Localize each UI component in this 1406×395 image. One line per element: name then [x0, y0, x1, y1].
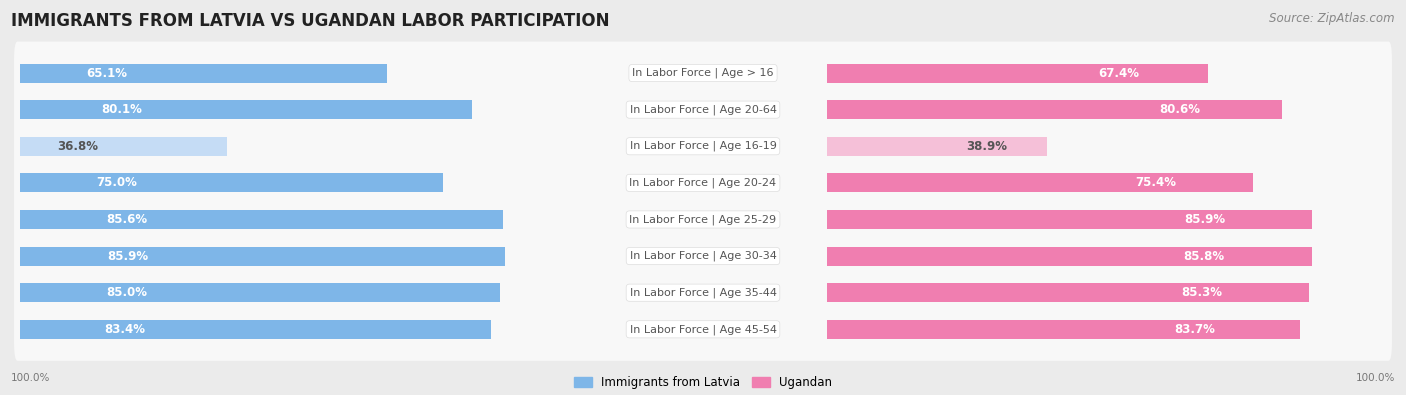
Text: 85.9%: 85.9%	[107, 250, 148, 263]
FancyBboxPatch shape	[14, 78, 1392, 141]
Text: In Labor Force | Age 20-24: In Labor Force | Age 20-24	[630, 178, 776, 188]
FancyBboxPatch shape	[14, 298, 1392, 361]
Text: 75.0%: 75.0%	[96, 176, 136, 189]
Legend: Immigrants from Latvia, Ugandan: Immigrants from Latvia, Ugandan	[574, 376, 832, 389]
FancyBboxPatch shape	[14, 188, 1392, 251]
Text: 85.8%: 85.8%	[1184, 250, 1225, 263]
Text: 67.4%: 67.4%	[1098, 66, 1139, 79]
FancyBboxPatch shape	[14, 261, 1392, 324]
Text: In Labor Force | Age 30-34: In Labor Force | Age 30-34	[630, 251, 776, 261]
FancyBboxPatch shape	[14, 151, 1392, 214]
Text: IMMIGRANTS FROM LATVIA VS UGANDAN LABOR PARTICIPATION: IMMIGRANTS FROM LATVIA VS UGANDAN LABOR …	[11, 12, 610, 30]
Text: 85.0%: 85.0%	[105, 286, 148, 299]
Bar	[20, 320, 491, 339]
Text: 100.0%: 100.0%	[1355, 373, 1395, 383]
Bar	[20, 100, 472, 119]
FancyBboxPatch shape	[14, 41, 1392, 105]
FancyBboxPatch shape	[14, 115, 1392, 178]
Bar	[827, 64, 1208, 83]
Text: In Labor Force | Age > 16: In Labor Force | Age > 16	[633, 68, 773, 78]
Bar	[20, 283, 499, 302]
Bar	[20, 246, 505, 265]
Text: 83.4%: 83.4%	[104, 323, 145, 336]
Bar	[20, 210, 503, 229]
Text: In Labor Force | Age 45-54: In Labor Force | Age 45-54	[630, 324, 776, 335]
Text: In Labor Force | Age 35-44: In Labor Force | Age 35-44	[630, 288, 776, 298]
Bar	[827, 283, 1309, 302]
Bar	[827, 100, 1282, 119]
Text: In Labor Force | Age 16-19: In Labor Force | Age 16-19	[630, 141, 776, 152]
Text: Source: ZipAtlas.com: Source: ZipAtlas.com	[1270, 12, 1395, 25]
Text: In Labor Force | Age 25-29: In Labor Force | Age 25-29	[630, 214, 776, 225]
Text: 36.8%: 36.8%	[58, 140, 98, 153]
Bar	[827, 246, 1312, 265]
Text: In Labor Force | Age 20-64: In Labor Force | Age 20-64	[630, 104, 776, 115]
Text: 38.9%: 38.9%	[966, 140, 1007, 153]
Bar	[827, 173, 1253, 192]
Text: 80.1%: 80.1%	[101, 103, 142, 116]
Text: 65.1%: 65.1%	[86, 66, 127, 79]
Text: 75.4%: 75.4%	[1135, 176, 1177, 189]
Bar	[827, 320, 1301, 339]
Text: 80.6%: 80.6%	[1160, 103, 1201, 116]
Text: 100.0%: 100.0%	[11, 373, 51, 383]
Bar	[20, 64, 387, 83]
Bar	[20, 137, 228, 156]
Text: 85.3%: 85.3%	[1181, 286, 1222, 299]
Text: 85.9%: 85.9%	[1184, 213, 1225, 226]
Text: 85.6%: 85.6%	[107, 213, 148, 226]
Bar	[827, 210, 1312, 229]
FancyBboxPatch shape	[14, 225, 1392, 288]
Text: 83.7%: 83.7%	[1174, 323, 1215, 336]
Bar	[827, 137, 1047, 156]
Bar	[20, 173, 443, 192]
